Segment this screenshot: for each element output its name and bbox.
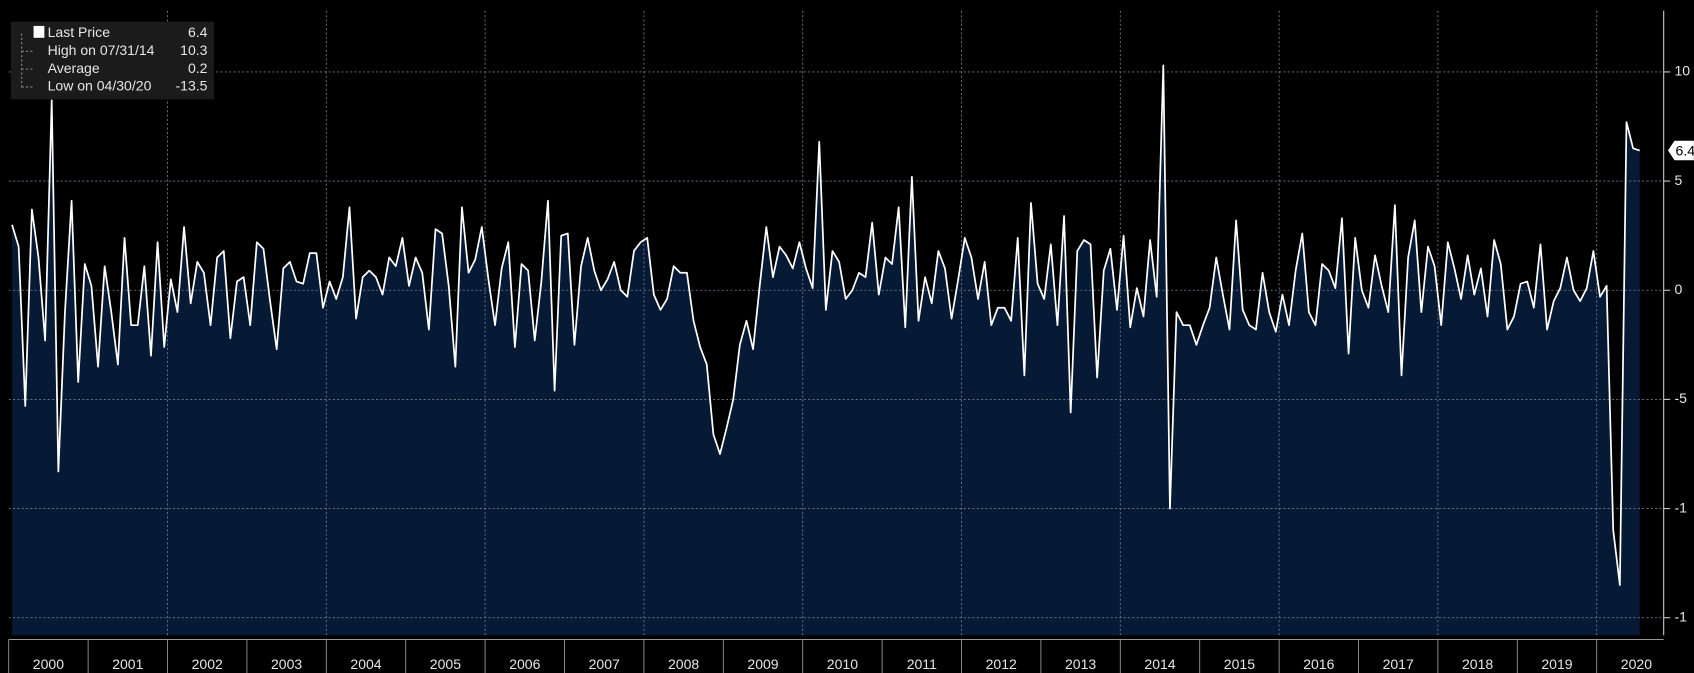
x-tick-label: 2016 (1303, 656, 1334, 672)
x-tick-label: 2009 (747, 656, 778, 672)
line (11, 64, 1640, 586)
x-tick-label: 2004 (350, 656, 381, 672)
x-tick-label: 2017 (1383, 656, 1414, 672)
x-tick-label: 2001 (112, 656, 143, 672)
last-price-tag (1667, 140, 1694, 161)
y-tick-label: 0 (1674, 281, 1682, 297)
y-tick-label: -1 (1674, 499, 1687, 515)
x-tick-label: 2002 (192, 656, 223, 672)
x-tick-label: 2000 (33, 656, 64, 672)
y-tick-label: 5 (1674, 172, 1682, 188)
x-tick-label: 2005 (430, 656, 461, 672)
x-tick-label: 2010 (827, 656, 858, 672)
legend: Last Price 6.4 High on 07/31/14 10.3 Average… (10, 21, 214, 100)
legend-label: Last Price (48, 24, 111, 40)
x-tick-label: 2015 (1224, 656, 1255, 672)
legend-label: Low on 04/30/20 (48, 78, 152, 94)
x-tick-label: 2011 (907, 656, 937, 672)
legend-value: 6.4 (188, 24, 208, 40)
x-tick-label: 2018 (1462, 656, 1493, 672)
x-tick-label: 2007 (589, 656, 620, 672)
x-tick-label: 2019 (1541, 656, 1572, 672)
x-tick-label: 2003 (271, 656, 302, 672)
x-tick-label: 2013 (1065, 656, 1096, 672)
legend-label: Average (48, 60, 100, 76)
x-tick-label: 2006 (509, 656, 540, 672)
legend-box (10, 21, 214, 100)
x-tick-label: 2012 (986, 656, 1017, 672)
plot-area: -1 -1 -5 0 5 10 2000 2001 2002 2003 2004 2005 2006 20… (8, 10, 1694, 673)
x-tick-label: 2008 (668, 656, 699, 672)
legend-swatch (33, 25, 45, 38)
legend-value: -13.5 (176, 78, 208, 94)
legend-value: 10.3 (180, 42, 208, 58)
last-price-label: 6.4 (1676, 142, 1694, 158)
area (12, 65, 1640, 636)
y-tick-label: 10 (1674, 63, 1690, 79)
y-tick-label: -5 (1674, 390, 1687, 406)
x-tick-label: 2014 (1144, 656, 1175, 672)
legend-value: 0.2 (188, 60, 208, 76)
x-tick-label: 2020 (1621, 656, 1652, 672)
legend-label: High on 07/31/14 (48, 42, 155, 58)
y-tick-label: -1 (1674, 608, 1687, 624)
